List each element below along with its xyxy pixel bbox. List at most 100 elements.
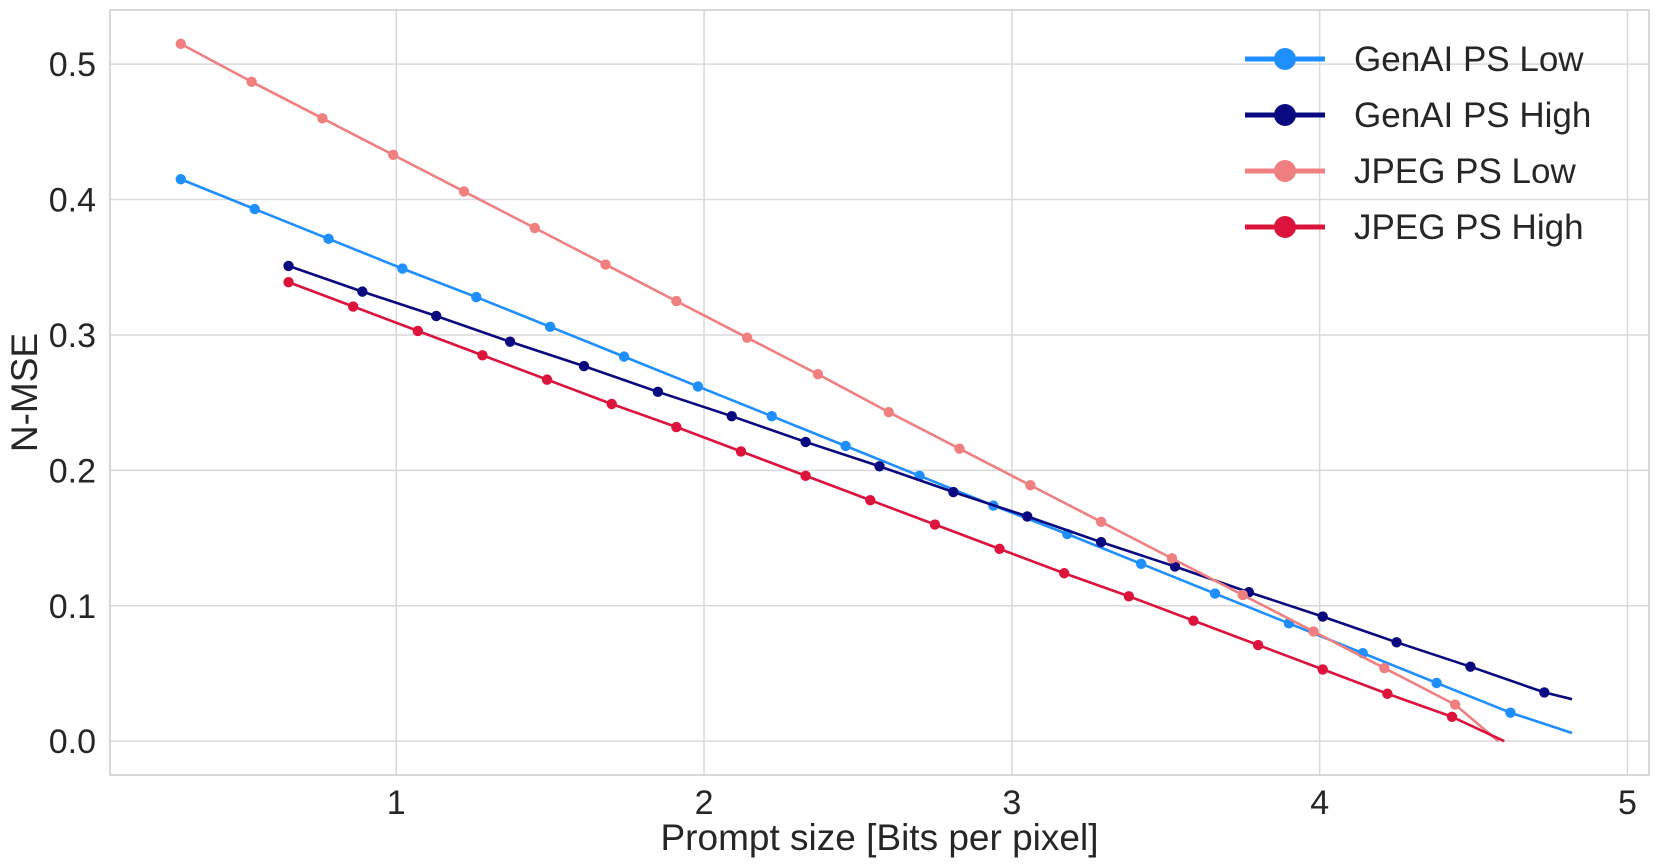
x-axis-title: Prompt size [Bits per pixel] [661, 817, 1099, 858]
data-point [1135, 558, 1147, 569]
y-tick-label: 0.3 [49, 317, 96, 355]
data-point [283, 260, 294, 272]
data-point [412, 325, 423, 337]
data-point [1446, 711, 1458, 722]
data-point [246, 76, 257, 87]
legend-swatch-marker [1274, 104, 1296, 126]
data-point [471, 291, 482, 303]
data-point [504, 336, 516, 347]
data-point [578, 360, 590, 372]
data-point [1123, 591, 1135, 602]
data-point [1465, 661, 1476, 672]
data-point [874, 461, 885, 472]
data-point [671, 295, 682, 307]
x-tick-label: 5 [1618, 784, 1637, 822]
data-point [1449, 699, 1461, 710]
data-point [1169, 561, 1181, 572]
data-point [529, 222, 540, 234]
data-point [735, 446, 747, 457]
data-point [1379, 662, 1390, 674]
data-point [1252, 639, 1264, 651]
data-point [812, 369, 824, 380]
data-point [1095, 536, 1107, 548]
y-tick-label: 0.1 [49, 588, 96, 626]
legend-item: GenAI PS Low [1245, 40, 1584, 79]
data-point [1431, 677, 1442, 689]
data-point [671, 421, 682, 433]
data-point [1209, 588, 1221, 599]
grid-lines [110, 10, 1649, 775]
data-point [1188, 615, 1199, 626]
data-point [1095, 516, 1107, 528]
legend-item: GenAI PS High [1245, 96, 1591, 135]
data-point [883, 406, 894, 418]
x-tick-label: 3 [1002, 784, 1021, 822]
legend-swatch-marker [1274, 48, 1296, 70]
x-tick-label: 2 [695, 784, 714, 822]
x-tick-label: 4 [1310, 784, 1329, 822]
legend-item: JPEG PS High [1245, 208, 1584, 247]
data-point [431, 310, 442, 322]
series-genai-ps-high [283, 260, 1573, 701]
series-line [180, 42, 1500, 743]
data-point [1237, 589, 1248, 601]
series-layer [175, 38, 1573, 743]
data-point [1382, 688, 1393, 699]
data-point [1317, 664, 1328, 675]
tick-labels: 1 2 3 4 5 0.0 0.1 0.2 0.3 0.4 0.5 [49, 46, 1637, 822]
data-point [323, 233, 334, 245]
data-point [347, 301, 359, 312]
data-point [929, 519, 941, 530]
series-line [180, 178, 1573, 735]
data-point [766, 410, 777, 422]
data-point [606, 398, 617, 410]
data-point [1058, 568, 1070, 579]
legend: GenAI PS Low GenAI PS High JPEG PS Low JPEG… [1245, 40, 1591, 247]
data-point [175, 174, 186, 185]
data-point [357, 286, 368, 297]
data-point [1391, 637, 1402, 648]
data-point [249, 203, 260, 215]
data-point [600, 259, 611, 270]
data-point [1025, 480, 1036, 491]
y-axis-title: N-MSE [4, 333, 45, 452]
data-point [741, 332, 753, 343]
data-point [1166, 553, 1178, 564]
data-point [800, 436, 811, 448]
data-point [954, 443, 965, 454]
data-point [1539, 687, 1550, 698]
data-point [458, 186, 470, 197]
data-point [541, 374, 553, 385]
data-point [948, 486, 959, 498]
legend-item: JPEG PS Low [1245, 152, 1576, 191]
plot-frame [109, 9, 1650, 776]
data-point [544, 321, 556, 333]
y-tick-label: 0.0 [49, 723, 96, 761]
data-point [994, 543, 1005, 555]
legend-swatch-marker [1274, 216, 1296, 238]
data-point [387, 149, 399, 161]
data-point [618, 351, 630, 362]
data-point [1317, 611, 1328, 622]
series-genai-ps-low [175, 174, 1573, 735]
data-point [865, 494, 876, 506]
series-jpeg-ps-high [283, 276, 1505, 743]
legend-label: JPEG PS High [1354, 208, 1584, 247]
data-point [692, 381, 704, 392]
data-point [1505, 707, 1516, 718]
data-point [175, 38, 186, 50]
data-point [283, 276, 294, 288]
legend-label: JPEG PS Low [1354, 152, 1576, 191]
series-jpeg-ps-low [175, 38, 1500, 743]
legend-label: GenAI PS High [1354, 96, 1591, 135]
legend-swatch-marker [1274, 160, 1296, 182]
data-point [652, 386, 664, 398]
data-point [317, 113, 328, 124]
y-tick-label: 0.5 [49, 46, 96, 84]
data-point [1022, 511, 1033, 522]
data-point [397, 263, 408, 274]
data-point [726, 410, 737, 422]
x-tick-label: 1 [387, 784, 406, 822]
